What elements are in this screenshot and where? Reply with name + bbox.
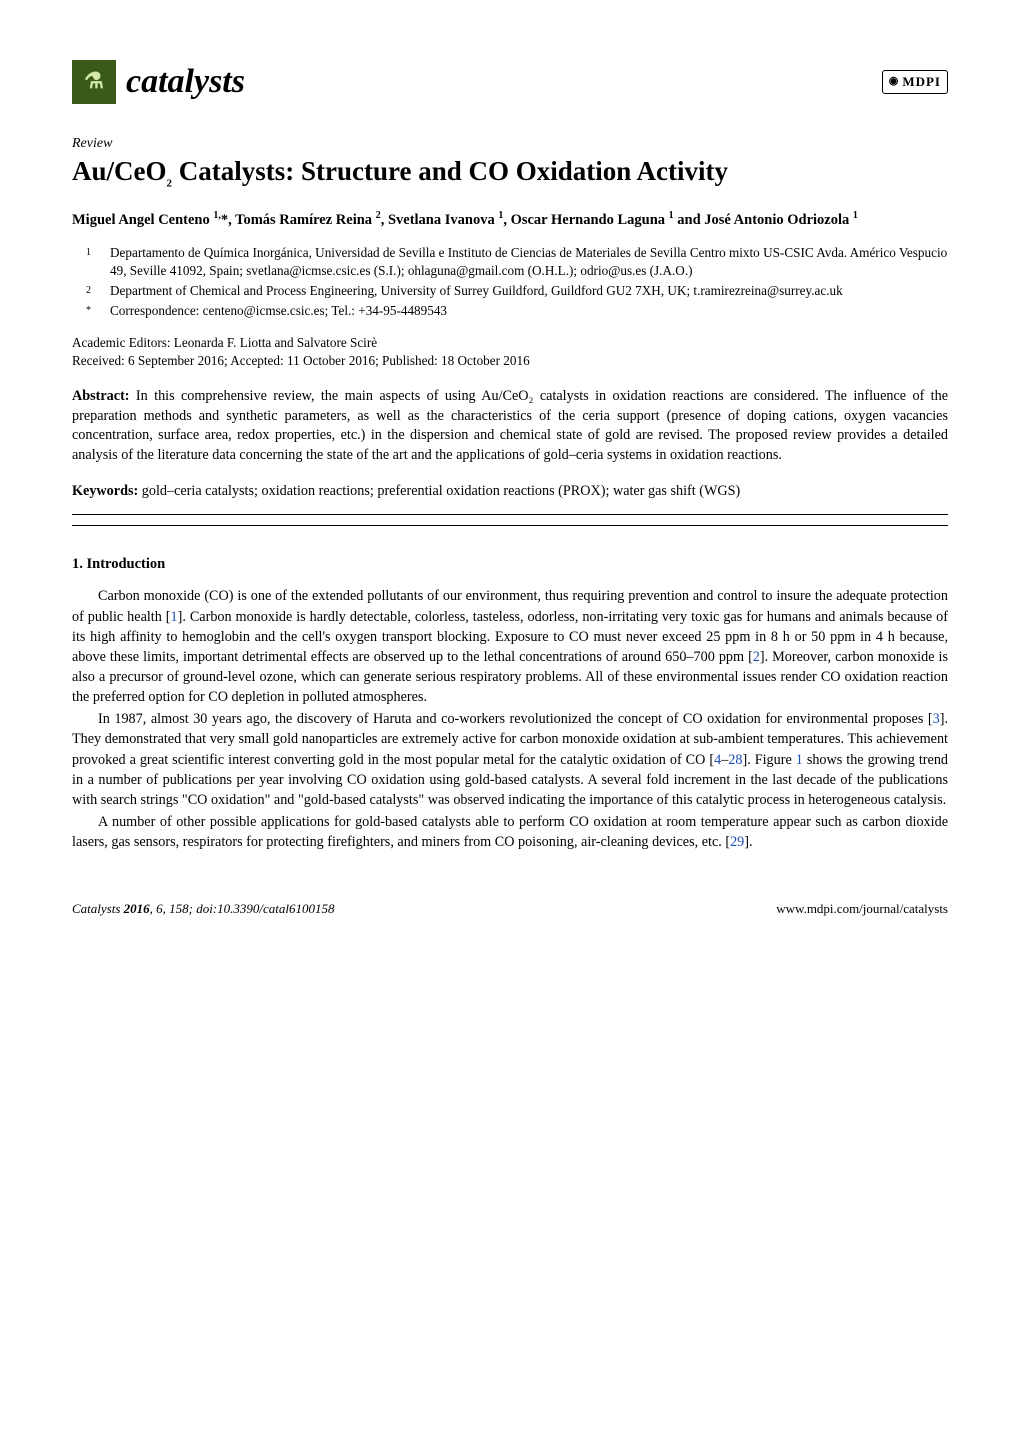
- abstract-block: Abstract: In this comprehensive review, …: [72, 387, 948, 467]
- affiliation-text: Departamento de Química Inorgánica, Univ…: [110, 244, 948, 280]
- journal-logo-block: ⚗ catalysts: [72, 58, 245, 106]
- page-header: ⚗ catalysts ◉ MDPI: [72, 58, 948, 106]
- section-heading: 1. Introduction: [72, 554, 948, 574]
- keywords-label: Keywords:: [72, 483, 138, 499]
- affiliation-text: Department of Chemical and Process Engin…: [110, 282, 948, 300]
- footer-citation: Catalysts 2016, 6, 158; doi:10.3390/cata…: [72, 900, 335, 918]
- publisher-logo: ◉ MDPI: [882, 70, 948, 94]
- page-footer: Catalysts 2016, 6, 158; doi:10.3390/cata…: [72, 900, 948, 918]
- abstract-text: In this comprehensive review, the main a…: [72, 388, 948, 464]
- editorial-history: Academic Editors: Leonarda F. Liotta and…: [72, 334, 948, 371]
- history-line: Received: 6 September 2016; Accepted: 11…: [72, 352, 948, 370]
- affiliation-row: 1 Departamento de Química Inorgánica, Un…: [72, 244, 948, 280]
- keywords-text: gold–ceria catalysts; oxidation reaction…: [142, 483, 740, 499]
- author-list: Miguel Angel Centeno 1,*, Tomás Ramírez …: [72, 209, 948, 230]
- body-paragraph: Carbon monoxide (CO) is one of the exten…: [72, 586, 948, 707]
- article-title: Au/CeO2 Catalysts: Structure and CO Oxid…: [72, 155, 948, 191]
- footer-url: www.mdpi.com/journal/catalysts: [776, 900, 948, 918]
- affiliation-num: *: [86, 302, 96, 320]
- keywords-block: Keywords: gold–ceria catalysts; oxidatio…: [72, 482, 948, 502]
- divider: [72, 525, 948, 526]
- affiliation-text: Correspondence: centeno@icmse.csic.es; T…: [110, 302, 948, 320]
- affiliation-num: 1: [86, 244, 96, 280]
- affiliations-block: 1 Departamento de Química Inorgánica, Un…: [72, 244, 948, 319]
- journal-name: catalysts: [126, 58, 245, 106]
- divider: [72, 514, 948, 515]
- body-paragraph: A number of other possible applications …: [72, 812, 948, 852]
- publisher-name: MDPI: [902, 73, 941, 91]
- publisher-icon: ◉: [889, 74, 900, 89]
- affiliation-row: 2 Department of Chemical and Process Eng…: [72, 282, 948, 300]
- body-paragraph: In 1987, almost 30 years ago, the discov…: [72, 709, 948, 810]
- abstract-label: Abstract:: [72, 388, 130, 404]
- affiliation-num: 2: [86, 282, 96, 300]
- academic-editors: Academic Editors: Leonarda F. Liotta and…: [72, 334, 948, 352]
- affiliation-row: * Correspondence: centeno@icmse.csic.es;…: [72, 302, 948, 320]
- article-type: Review: [72, 134, 948, 154]
- journal-logo-icon: ⚗: [72, 60, 116, 104]
